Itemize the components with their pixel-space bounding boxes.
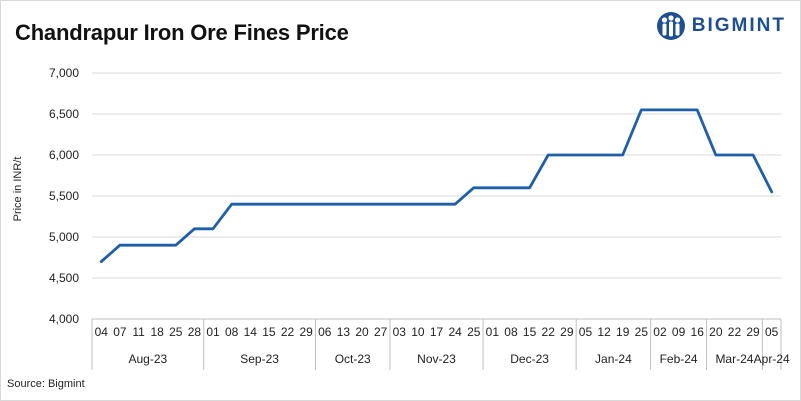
- x-tick-label: 19: [616, 325, 630, 339]
- x-tick-label: 08: [225, 325, 239, 339]
- y-tick-label: 4,000: [49, 312, 79, 326]
- x-tick-label: 01: [486, 325, 500, 339]
- x-tick-label: 12: [597, 325, 611, 339]
- x-tick-label: 25: [169, 325, 183, 339]
- month-label: Aug-23: [129, 352, 168, 366]
- x-tick-label: 03: [393, 325, 407, 339]
- x-axis: 04 07 11 18 25 28 01 08 14 15 22 29 06 13 20 27 03 10 17 24…: [91, 318, 790, 370]
- x-tick-label: 28: [188, 325, 202, 339]
- y-tick-label: 5,500: [49, 189, 79, 203]
- x-tick-label: 07: [113, 325, 127, 339]
- bigmint-logo-icon: [656, 12, 685, 40]
- x-tick-label: 11: [132, 325, 145, 339]
- month-label: Feb-24: [660, 352, 698, 366]
- x-tick-label: 05: [765, 325, 779, 339]
- y-axis-ticks: 4,000 4,500 5,000 5,500 6,000 6,500 7,000: [49, 66, 79, 326]
- x-tick-label: 29: [299, 325, 313, 339]
- x-tick-label: 04: [95, 325, 109, 339]
- x-tick-label: 25: [467, 325, 481, 339]
- x-tick-label: 10: [411, 325, 425, 339]
- x-tick-label: 18: [150, 325, 164, 339]
- month-label: Oct-23: [335, 352, 371, 366]
- x-tick-label: 08: [504, 325, 518, 339]
- month-label: Jan-24: [595, 352, 632, 366]
- series-layer: [99, 108, 774, 264]
- x-tick-label: 22: [728, 325, 742, 339]
- month-label: Sep-23: [240, 352, 279, 366]
- month-label: Nov-23: [417, 352, 456, 366]
- x-tick-label: 16: [691, 325, 705, 339]
- x-tick-label: 27: [374, 325, 388, 339]
- y-tick-label: 4,500: [49, 271, 79, 285]
- chart-title: Chandrapur Iron Ore Fines Price: [15, 20, 349, 45]
- x-tick-label: 29: [746, 325, 760, 339]
- x-tick-label: 15: [523, 325, 537, 339]
- price-series-line: [99, 108, 774, 264]
- x-tick-label: 13: [337, 325, 351, 339]
- y-tick-label: 5,000: [49, 230, 79, 244]
- x-tick-label: 25: [635, 325, 649, 339]
- x-tick-label: 05: [579, 325, 593, 339]
- x-tick-label: 20: [355, 325, 369, 339]
- x-tick-label: 09: [672, 325, 686, 339]
- x-tick-label: 15: [262, 325, 276, 339]
- y-tick-label: 6,000: [49, 148, 79, 162]
- brand-name: BIGMINT: [691, 15, 786, 36]
- month-label: Dec-23: [510, 352, 549, 366]
- y-tick-label: 7,000: [49, 66, 79, 80]
- x-tick-label: 14: [244, 325, 258, 339]
- x-tick-label: 01: [206, 325, 220, 339]
- x-tick-label: 17: [430, 325, 444, 339]
- x-tick-label: 06: [318, 325, 332, 339]
- x-tick-label: 02: [653, 325, 667, 339]
- x-tick-label: 29: [560, 325, 574, 339]
- brand-logo: BIGMINT: [656, 11, 786, 41]
- x-tick-label: 22: [281, 325, 295, 339]
- x-tick-label: 24: [448, 325, 462, 339]
- month-label: Apr-24: [754, 352, 790, 366]
- x-tick-label: 20: [709, 325, 723, 339]
- x-tick-label: 22: [542, 325, 556, 339]
- source-note: Source: Bigmint: [7, 378, 85, 390]
- y-axis-label: Price in INR/t: [12, 157, 24, 222]
- month-label: Mar-24: [715, 352, 753, 366]
- y-tick-label: 6,500: [49, 107, 79, 121]
